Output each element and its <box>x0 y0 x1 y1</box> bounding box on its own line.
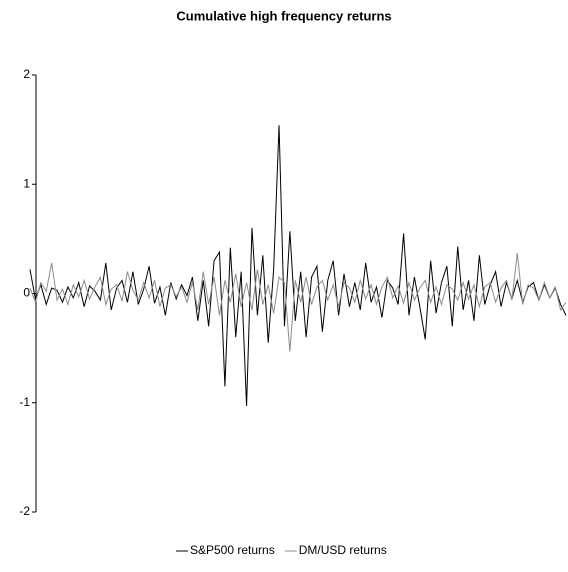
y-tick-label: 0 <box>23 286 30 300</box>
chart-title: Cumulative high frequency returns <box>176 8 391 23</box>
y-tick-label: -2 <box>19 504 30 518</box>
legend-label: DM/USD returns <box>299 543 387 557</box>
series-line <box>29 125 567 407</box>
series-line <box>29 253 567 352</box>
y-tick-label: -1 <box>19 395 30 409</box>
y-tick-label: 2 <box>23 67 30 81</box>
y-tick-label: 1 <box>23 176 30 190</box>
legend-label: S&P500 returns <box>190 543 275 557</box>
